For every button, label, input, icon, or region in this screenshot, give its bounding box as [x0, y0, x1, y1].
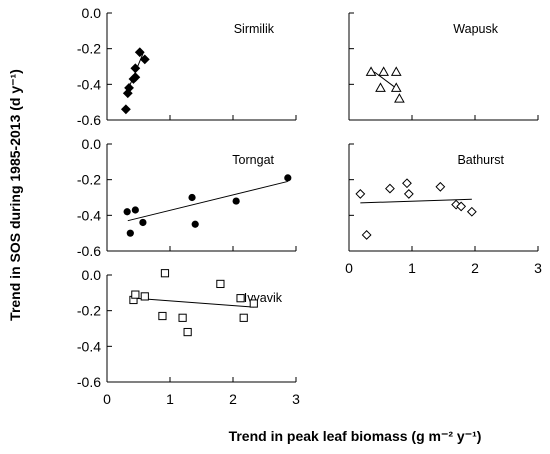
wapusk-data-point — [390, 66, 402, 76]
bathurst-site-label: Bathurst — [457, 153, 504, 167]
torngat-data-point — [191, 220, 199, 228]
bathurst-x-tick-label: 0 — [345, 260, 353, 276]
torngat-y-tick-label: 0.0 — [82, 136, 102, 152]
ivvavik-site-label: Ivvavik — [244, 291, 283, 305]
torngat-data-point — [126, 229, 134, 237]
sirmilik-y-tick-label: 0.0 — [82, 5, 102, 21]
wapusk-data-point — [390, 82, 402, 92]
wapusk-site-label: Wapusk — [453, 22, 498, 36]
sirmilik-y-tick-label: -0.4 — [77, 76, 101, 92]
wapusk-data-point — [375, 82, 386, 92]
torngat-site-label: Torngat — [232, 153, 274, 167]
wapusk-data-point — [394, 93, 405, 103]
bathurst-x-tick-label: 3 — [534, 260, 542, 276]
torngat-data-point — [123, 208, 131, 216]
sirmilik-data-point — [134, 47, 145, 58]
ivvavik-data-point — [236, 294, 245, 303]
y-axis-label: Trend in SOS during 1985-2013 (d y⁻¹) — [7, 69, 23, 321]
ivvavik-data-point — [239, 313, 248, 322]
ivvavik-data-point — [249, 299, 258, 308]
bathurst-data-point — [403, 189, 414, 199]
ivvavik-data-point — [183, 327, 192, 337]
ivvavik-x-tick-label: 2 — [229, 391, 237, 407]
ivvavik-y-tick-label: -0.4 — [77, 338, 101, 354]
bathurst-x-tick-label: 2 — [471, 260, 479, 276]
ivvavik-y-tick-label: -0.2 — [77, 303, 101, 319]
torngat-data-point — [284, 174, 292, 182]
ivvavik-trend-line — [133, 297, 254, 308]
torngat-data-point — [188, 193, 196, 202]
bathurst-data-point — [385, 183, 395, 194]
torngat-data-point — [139, 218, 147, 227]
torngat-y-tick-label: -0.6 — [77, 243, 101, 259]
torngat-y-tick-label: -0.4 — [77, 207, 101, 223]
torngat-data-point — [131, 206, 139, 214]
bathurst-data-point — [361, 230, 372, 240]
bathurst-data-point — [456, 201, 467, 212]
x-axis-label: Trend in peak leaf biomass (g m⁻² y⁻¹) — [229, 428, 482, 444]
bathurst-data-point — [435, 181, 446, 192]
sirmilik-y-tick-label: -0.2 — [77, 41, 101, 57]
bathurst-data-point — [466, 206, 477, 217]
ivvavik-data-point — [160, 269, 170, 278]
sirmilik-data-point — [130, 63, 141, 74]
bathurst-x-tick-label: 1 — [408, 260, 416, 276]
sirmilik-data-point — [124, 82, 134, 93]
ivvavik-x-tick-label: 1 — [166, 391, 174, 407]
ivvavik-y-tick-label: -0.6 — [77, 374, 101, 390]
ivvavik-data-point — [140, 292, 149, 301]
torngat-y-tick-label: -0.2 — [77, 172, 101, 188]
ivvavik-data-point — [131, 290, 140, 299]
sirmilik-data-point — [130, 72, 141, 83]
wapusk-data-point — [378, 66, 390, 76]
sirmilik-site-label: Sirmilik — [234, 22, 275, 36]
ivvavik-y-tick-label: 0.0 — [82, 267, 102, 283]
ivvavik-x-tick-label: 3 — [292, 391, 300, 407]
wapusk-data-point — [365, 66, 377, 76]
ivvavik-data-point — [178, 313, 187, 322]
torngat-trend-line — [127, 180, 288, 222]
sirmilik-y-tick-label: -0.6 — [77, 112, 101, 128]
torngat-data-point — [232, 197, 240, 205]
ivvavik-data-point — [216, 279, 225, 289]
sirmilik-data-point — [139, 54, 150, 65]
panel-sirmilik: 0.0 -0.2 -0.4 -0.6 Sirmilik — [77, 5, 297, 128]
ivvavik-data-point — [158, 311, 167, 321]
bathurst-data-point — [402, 178, 412, 189]
panel-torngat: 0.0 -0.2 -0.4 -0.6 Torngat — [77, 136, 297, 259]
panel-wapusk: Wapusk — [348, 12, 539, 121]
panel-bathurst: 0 1 2 3 Bathurst — [345, 143, 542, 276]
ivvavik-x-tick-label: 0 — [103, 391, 111, 407]
panel-ivvavik: 0.0 -0.2 -0.4 -0.60 1 2 3 Ivvavik — [77, 267, 300, 407]
bathurst-trend-line — [360, 198, 472, 204]
sirmilik-data-point — [120, 104, 131, 115]
bathurst-data-point — [355, 189, 366, 199]
